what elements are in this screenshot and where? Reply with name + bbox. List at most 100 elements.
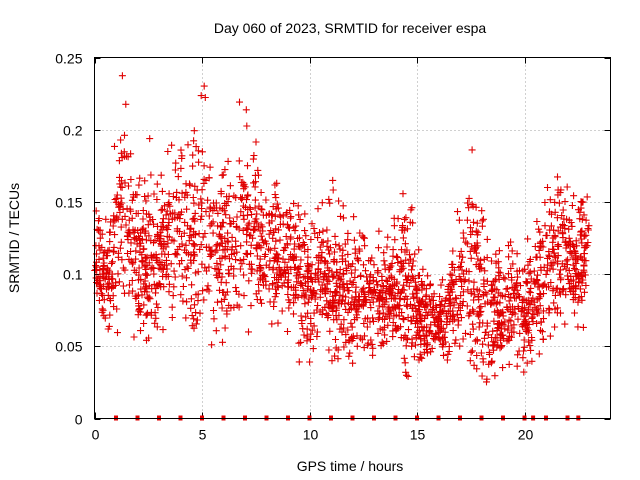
data-point: [290, 245, 298, 253]
data-point: [571, 265, 578, 273]
data-point: [217, 261, 225, 269]
data-point: [366, 279, 373, 287]
x-tick-label: 0: [92, 427, 100, 443]
data-point: [424, 272, 432, 280]
data-point: [190, 315, 198, 323]
data-point: [500, 274, 508, 282]
data-point: [508, 324, 516, 332]
data-point: [118, 72, 126, 80]
data-point: [399, 234, 407, 242]
data-point: [567, 219, 575, 226]
data-point: [274, 204, 282, 212]
data-point: [354, 308, 362, 316]
data-point: [348, 323, 356, 331]
data-point: [524, 261, 532, 269]
data-point: [223, 310, 231, 318]
data-point: [159, 218, 167, 226]
data-point: [444, 308, 452, 316]
data-point: [367, 271, 375, 279]
data-point: [119, 282, 127, 290]
data-point: [561, 320, 569, 328]
data-point: [257, 189, 265, 196]
data-point: [298, 292, 306, 300]
data-point: [189, 215, 197, 223]
data-point: [329, 176, 337, 184]
data-point: [561, 224, 569, 232]
data-point: [335, 272, 343, 280]
data-point: [378, 295, 386, 303]
data-point: [155, 280, 163, 288]
data-point: [340, 214, 347, 222]
data-point: [169, 193, 177, 200]
data-point: [108, 259, 116, 267]
data-point: [199, 233, 207, 241]
data-point: [173, 225, 181, 233]
data-point: [516, 329, 524, 337]
data-point: [192, 320, 200, 328]
data-point: [384, 278, 391, 285]
data-point: [106, 228, 114, 236]
data-point: [175, 196, 183, 204]
data-point: [467, 224, 474, 232]
data-point: [529, 318, 537, 326]
y-tick-label: 0.2: [63, 123, 83, 139]
data-point: [499, 312, 507, 320]
data-point: [208, 341, 216, 349]
data-point: [189, 194, 197, 201]
data-point: [489, 327, 497, 335]
data-point: [178, 152, 186, 160]
data-point: [447, 285, 455, 293]
data-point: [335, 296, 343, 304]
data-point: [261, 273, 269, 281]
data-point: [382, 312, 390, 320]
data-point: [197, 212, 205, 220]
data-point: [333, 268, 340, 276]
data-point: [274, 251, 282, 259]
data-point: [191, 209, 199, 217]
data-point: [449, 327, 457, 334]
data-point: [570, 243, 577, 250]
data-point: [490, 341, 498, 349]
data-point: [96, 273, 104, 281]
data-point: [545, 304, 553, 312]
data-point: [164, 200, 172, 208]
data-point: [348, 294, 356, 302]
data-point: [474, 293, 482, 300]
data-point: [244, 192, 251, 200]
data-point: [335, 197, 343, 205]
data-point: [524, 329, 532, 337]
data-point: [324, 300, 332, 308]
data-point: [237, 208, 245, 216]
data-point: [531, 303, 539, 311]
data-point: [111, 217, 119, 225]
data-point: [227, 304, 235, 312]
data-point: [415, 356, 423, 364]
data-point: [491, 293, 499, 301]
data-point: [198, 205, 205, 212]
data-point: [560, 215, 568, 223]
data-point: [315, 278, 323, 286]
x-tick-label: 10: [303, 427, 319, 443]
data-point: [154, 259, 162, 267]
data-point: [186, 225, 194, 233]
data-point: [182, 180, 190, 188]
data-point: [279, 255, 287, 263]
data-point: [409, 273, 417, 281]
data-point: [491, 277, 499, 285]
data-point: [135, 264, 143, 272]
y-tick-label: 0.05: [55, 339, 82, 355]
data-point: [549, 238, 557, 246]
data-point: [222, 279, 230, 287]
data-point: [564, 275, 572, 283]
data-point: [319, 273, 327, 281]
data-point: [243, 122, 251, 130]
data-point: [122, 221, 130, 229]
data-point: [571, 291, 579, 298]
data-point: [499, 364, 507, 372]
data-point: [111, 142, 118, 150]
data-point: [416, 318, 424, 326]
data-point: [178, 189, 186, 197]
data-point: [405, 282, 413, 290]
data-point: [479, 292, 487, 300]
data-point: [435, 328, 443, 336]
